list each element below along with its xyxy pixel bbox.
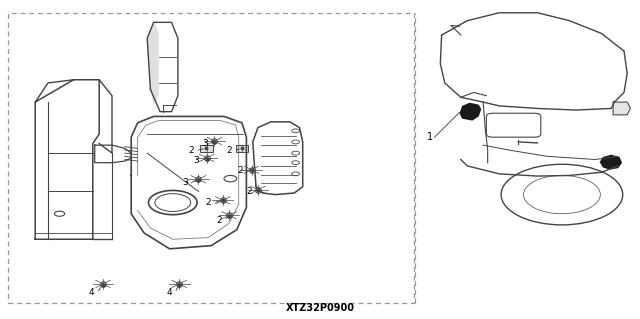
Polygon shape: [613, 102, 630, 115]
FancyBboxPatch shape: [236, 145, 248, 152]
Text: XTZ32P0900: XTZ32P0900: [285, 303, 355, 313]
Text: 4: 4: [167, 288, 172, 297]
Text: 2: 2: [188, 146, 193, 155]
Text: 2: 2: [247, 187, 252, 196]
Text: 2: 2: [227, 146, 232, 155]
Text: 3: 3: [183, 178, 188, 187]
Text: 3: 3: [193, 156, 198, 165]
Polygon shape: [460, 103, 481, 121]
Text: 3: 3: [202, 139, 207, 148]
Text: 2: 2: [237, 166, 243, 175]
Text: 2: 2: [216, 216, 221, 225]
FancyBboxPatch shape: [200, 145, 213, 152]
Text: 1: 1: [427, 132, 433, 142]
Polygon shape: [600, 155, 622, 170]
Text: 2: 2: [205, 198, 211, 207]
Polygon shape: [147, 22, 159, 105]
Text: 4: 4: [89, 288, 94, 297]
